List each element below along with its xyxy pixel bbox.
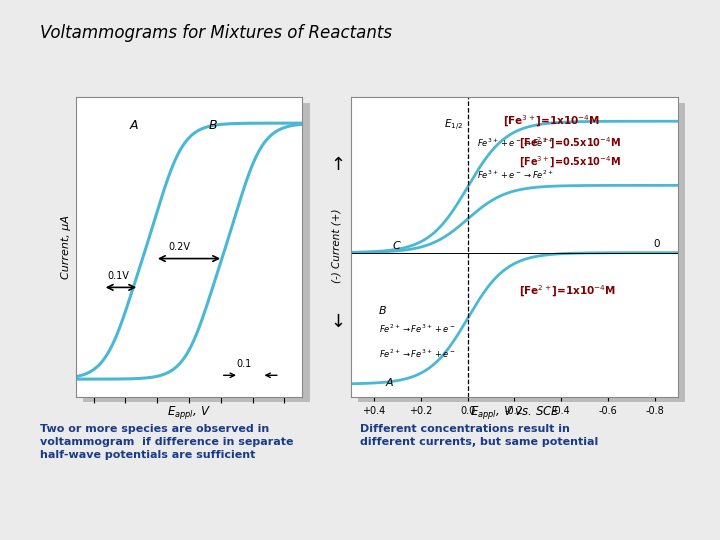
Text: 0.2V: 0.2V bbox=[168, 242, 191, 252]
Text: 0: 0 bbox=[653, 239, 660, 249]
Text: ↓: ↓ bbox=[330, 313, 346, 330]
Text: $E_{1/2}$: $E_{1/2}$ bbox=[444, 118, 463, 133]
Text: $\mathit{Fe^{3+} + e^- \rightarrow Fe^{2+}}$: $\mathit{Fe^{3+} + e^- \rightarrow Fe^{2… bbox=[477, 168, 554, 181]
Text: Two or more species are observed in
voltammogram  if difference in separate
half: Two or more species are observed in volt… bbox=[40, 424, 293, 460]
Text: Voltammograms for Mixtures of Reactants: Voltammograms for Mixtures of Reactants bbox=[40, 24, 392, 42]
Text: 0.1: 0.1 bbox=[237, 359, 252, 369]
Text: [Fe$^{2+}$]=0.5x10$^{-4}$M
[Fe$^{3+}$]=0.5x10$^{-4}$M: [Fe$^{2+}$]=0.5x10$^{-4}$M [Fe$^{3+}$]=0… bbox=[519, 136, 621, 171]
Text: B: B bbox=[209, 119, 217, 132]
Text: $\mathit{Fe^{3+} + e^- \rightarrow Fe^{2+}}$: $\mathit{Fe^{3+} + e^- \rightarrow Fe^{2… bbox=[477, 137, 554, 149]
Text: $\mathit{Fe^{2+} \rightarrow Fe^{3+} + e^-}$: $\mathit{Fe^{2+} \rightarrow Fe^{3+} + e… bbox=[379, 348, 455, 360]
Text: (-) Current (+): (-) Current (+) bbox=[332, 208, 342, 283]
Text: [Fe$^{2+}$]=1x10$^{-4}$M: [Fe$^{2+}$]=1x10$^{-4}$M bbox=[519, 284, 616, 299]
Text: A: A bbox=[386, 377, 393, 388]
Text: ↑: ↑ bbox=[330, 156, 346, 174]
Text: Different concentrations result in
different currents, but same potential: Different concentrations result in diffe… bbox=[360, 424, 598, 447]
Text: B: B bbox=[379, 306, 387, 315]
Text: [Fe$^{3+}$]=1x10$^{-4}$M: [Fe$^{3+}$]=1x10$^{-4}$M bbox=[503, 113, 600, 129]
Text: 0.1V: 0.1V bbox=[107, 271, 129, 281]
Text: $E_{appl}$, V: $E_{appl}$, V bbox=[168, 404, 211, 421]
Y-axis label: Current, μA: Current, μA bbox=[61, 215, 71, 279]
Text: A: A bbox=[129, 119, 138, 132]
Text: $E_{appl}$, V vs. SCE: $E_{appl}$, V vs. SCE bbox=[469, 404, 560, 421]
Text: $\mathit{Fe^{2+} \rightarrow Fe^{3+} + e^-}$: $\mathit{Fe^{2+} \rightarrow Fe^{3+} + e… bbox=[379, 322, 455, 335]
Text: C: C bbox=[393, 241, 400, 252]
